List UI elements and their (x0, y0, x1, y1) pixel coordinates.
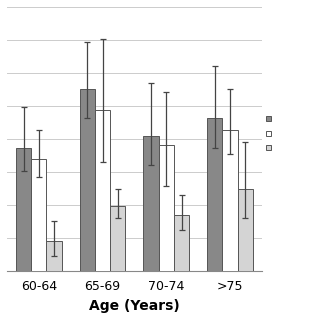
X-axis label: Age (Years): Age (Years) (89, 299, 180, 313)
Bar (143, 136, 159, 271)
Bar (159, 145, 174, 271)
Bar (238, 189, 253, 271)
Bar (222, 130, 238, 271)
Bar (95, 109, 110, 271)
Bar (16, 148, 31, 271)
Bar (31, 159, 46, 271)
Bar (80, 89, 95, 271)
Bar (110, 206, 125, 271)
Legend: , , : , , (266, 114, 271, 153)
Bar (207, 118, 222, 271)
Bar (174, 215, 189, 271)
Bar (46, 242, 62, 271)
